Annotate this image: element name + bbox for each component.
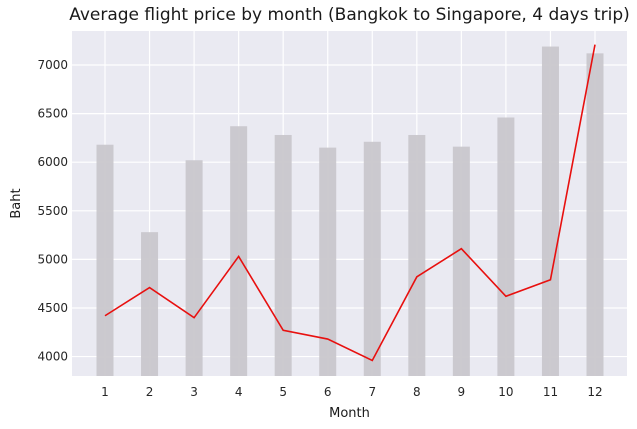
x-axis-label: Month (329, 406, 370, 421)
x-tick-label: 8 (413, 385, 421, 399)
y-tick-label: 7000 (37, 58, 68, 72)
y-axis-label: Baht (9, 188, 24, 218)
bar (96, 144, 114, 376)
chart-title: Average flight price by month (Bangkok t… (69, 5, 630, 25)
y-gridlines (72, 64, 627, 358)
bar (452, 146, 470, 376)
bar (541, 46, 559, 377)
y-tick-label: 5000 (37, 252, 68, 266)
y-tick-label: 5500 (37, 204, 68, 218)
x-tick-label: 5 (279, 385, 287, 399)
x-tick-label: 6 (324, 385, 332, 399)
bar (363, 141, 381, 376)
x-tick-label: 3 (190, 385, 198, 399)
y-tick-label: 4500 (37, 301, 68, 315)
x-tick-label: 12 (587, 385, 602, 399)
bar (141, 232, 159, 376)
y-tick-label: 6500 (37, 107, 68, 121)
bar (586, 53, 604, 376)
bar (185, 160, 203, 376)
bar (497, 117, 515, 377)
price-line (104, 44, 596, 362)
line-series (104, 44, 596, 362)
bar (319, 147, 337, 376)
plot-background (72, 31, 627, 376)
x-tick-label: 11 (543, 385, 558, 399)
x-tick-labels: 1 2 3 4 5 6 7 8 9 10 11 12 (101, 385, 602, 399)
x-tick-label: 9 (458, 385, 466, 399)
x-tick-label: 1 (101, 385, 109, 399)
bar (274, 134, 292, 376)
x-tick-label: 2 (146, 385, 154, 399)
bar (408, 134, 426, 376)
y-tick-labels: 4000 4500 5000 5500 6000 6500 7000 (37, 58, 68, 364)
x-tick-label: 4 (235, 385, 243, 399)
bar (230, 126, 248, 376)
bar-series (96, 46, 604, 377)
x-tick-label: 10 (498, 385, 513, 399)
x-tick-label: 7 (368, 385, 376, 399)
y-tick-label: 4000 (37, 350, 68, 364)
y-tick-label: 6000 (37, 155, 68, 169)
